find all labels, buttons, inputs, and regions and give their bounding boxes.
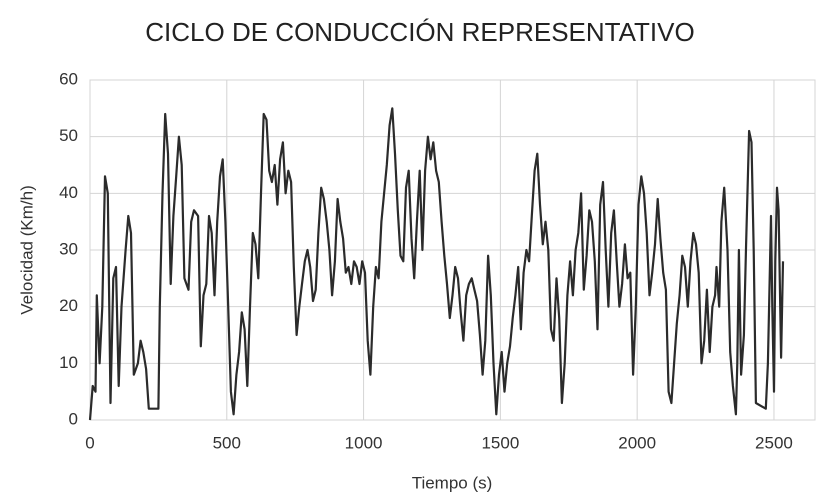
y-tick-label: 60 [59,69,78,88]
x-tick-label: 2500 [755,433,793,452]
chart-title: CICLO DE CONDUCCIÓN REPRESENTATIVO [145,17,694,47]
x-axis-label: Tiempo (s) [412,473,493,492]
y-tick-label: 50 [59,126,78,145]
x-tick-label: 2000 [618,433,656,452]
y-tick-label: 10 [59,353,78,372]
x-tick-label: 0 [85,433,94,452]
y-tick-label: 20 [59,296,78,315]
plot-frame [89,79,816,421]
x-tick-label: 500 [213,433,241,452]
x-tick-label: 1500 [481,433,519,452]
y-axis-label: Velocidad (Km/h) [17,185,36,314]
y-tick-label: 0 [69,409,78,428]
y-tick-label: 30 [59,239,78,258]
x-tick-label: 1000 [345,433,383,452]
data-line [88,107,785,421]
y-tick-label: 40 [59,183,78,202]
